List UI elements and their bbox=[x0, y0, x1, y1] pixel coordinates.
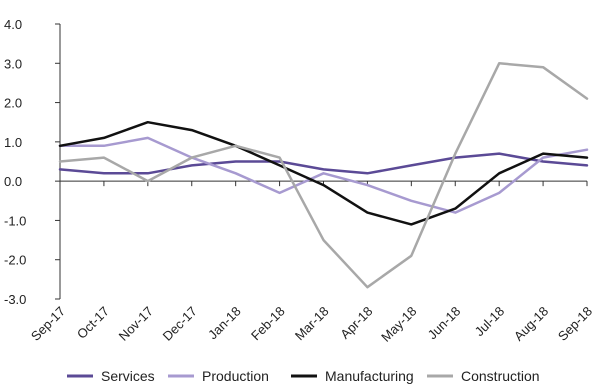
legend-label: Production bbox=[202, 368, 269, 384]
x-tick-label: Jul-18 bbox=[472, 304, 508, 340]
y-tick-label: -1.0 bbox=[4, 213, 26, 228]
y-tick-label: 1.0 bbox=[4, 135, 22, 150]
series-line-construction bbox=[58, 62, 589, 289]
y-tick-label: 2.0 bbox=[4, 96, 22, 111]
x-tick-label: Oct-17 bbox=[74, 304, 112, 342]
series-line-manufacturing bbox=[58, 120, 589, 226]
x-tick-label: Jun-18 bbox=[425, 304, 464, 343]
y-tick-label: 3.0 bbox=[4, 56, 22, 71]
series-lines bbox=[58, 62, 589, 289]
x-tick-label: Nov-17 bbox=[116, 304, 156, 344]
series-line-services bbox=[58, 152, 589, 175]
x-tick-label: Jan-18 bbox=[205, 304, 244, 343]
x-tick-label: Feb-18 bbox=[248, 304, 288, 344]
x-tick-label: Mar-18 bbox=[292, 304, 332, 344]
legend-label: Manufacturing bbox=[325, 368, 414, 384]
series-line-production bbox=[58, 136, 589, 214]
y-tick-label: 4.0 bbox=[4, 17, 22, 32]
y-tick-label: -3.0 bbox=[4, 292, 26, 307]
y-tick-label: -2.0 bbox=[4, 253, 26, 268]
y-axis: -3.0 -2.0 -1.0 0.0 1.0 2.0 3.0 4.0 bbox=[4, 17, 61, 307]
x-tick-label: Sep-18 bbox=[555, 304, 595, 344]
x-tick-label: Apr-18 bbox=[337, 304, 375, 342]
x-tick-label: May-18 bbox=[378, 304, 419, 345]
x-tick-label: Aug-18 bbox=[511, 304, 551, 344]
legend: Services Production Manufacturing Construct… bbox=[67, 368, 540, 384]
x-axis: Sep-17 Oct-17 Nov-17 Dec-17 Jan-18 Feb-18 Mar-… bbox=[28, 180, 595, 345]
legend-label: Services bbox=[101, 368, 155, 384]
x-tick-label: Sep-17 bbox=[28, 304, 68, 344]
y-tick-label: 0.0 bbox=[4, 174, 22, 189]
x-tick-label: Dec-17 bbox=[160, 304, 200, 344]
legend-label: Construction bbox=[461, 368, 540, 384]
